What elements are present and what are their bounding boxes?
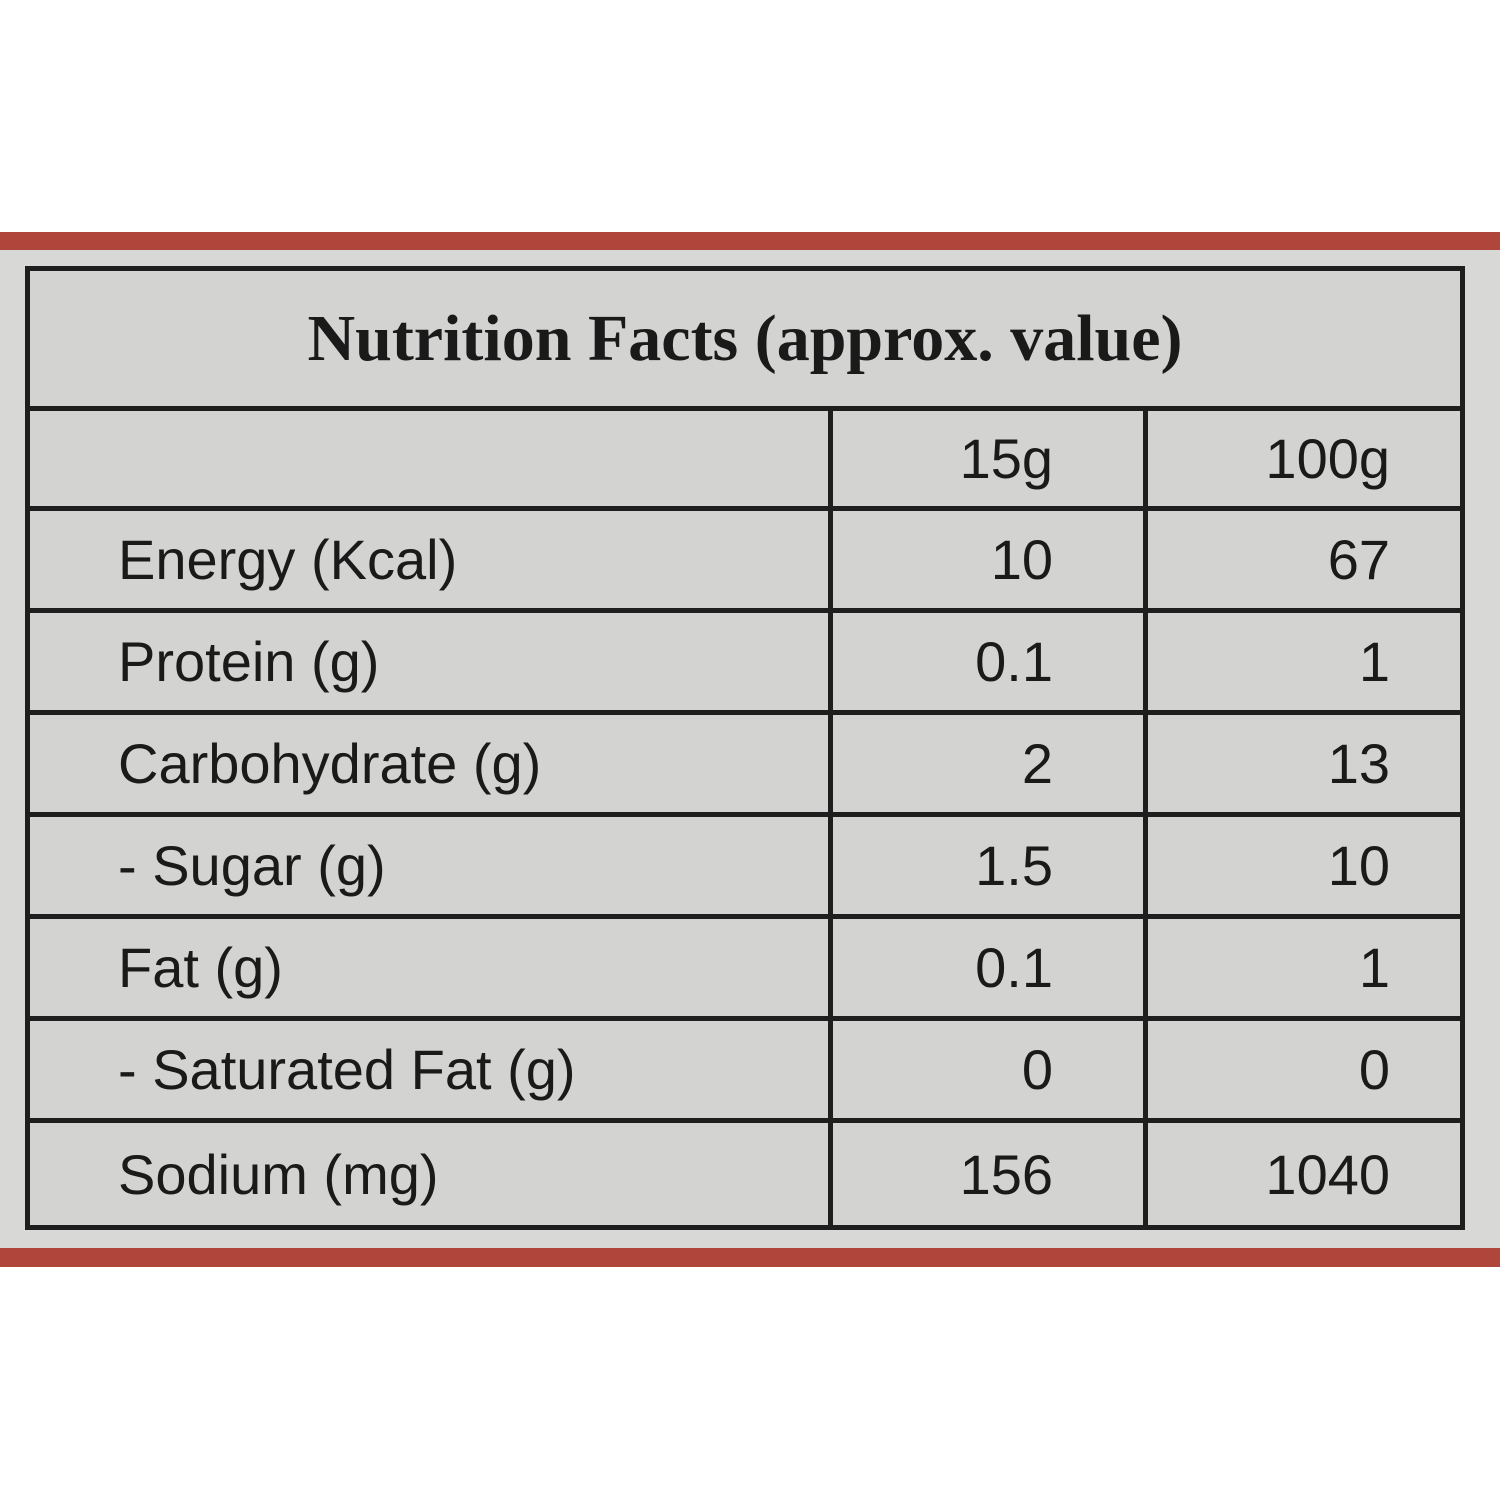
- nutrient-label: - Sugar (g): [30, 817, 833, 919]
- nutrient-label: Carbohydrate (g): [30, 715, 833, 817]
- nutrient-value: 0: [1148, 1021, 1460, 1123]
- nutrition-table: Nutrition Facts (approx. value) 15g 100g…: [25, 266, 1465, 1230]
- nutrient-label: - Saturated Fat (g): [30, 1021, 833, 1123]
- nutrient-value: 2: [833, 715, 1148, 817]
- header-blank: [30, 411, 833, 511]
- nutrient-label: Protein (g): [30, 613, 833, 715]
- nutrient-value: 0: [833, 1021, 1148, 1123]
- column-header: 15g: [833, 411, 1148, 511]
- table-title: Nutrition Facts (approx. value): [30, 271, 1460, 411]
- nutrient-label: Sodium (mg): [30, 1123, 833, 1225]
- nutrient-value: 156: [833, 1123, 1148, 1225]
- nutrient-value: 10: [833, 511, 1148, 613]
- nutrient-label: Fat (g): [30, 919, 833, 1021]
- nutrient-value: 1: [1148, 919, 1460, 1021]
- nutrient-value: 10: [1148, 817, 1460, 919]
- nutrient-value: 1: [1148, 613, 1460, 715]
- nutrient-value: 1.5: [833, 817, 1148, 919]
- nutrient-value: 13: [1148, 715, 1460, 817]
- nutrient-value: 0.1: [833, 613, 1148, 715]
- nutrient-value: 1040: [1265, 1142, 1390, 1206]
- nutrient-label: Energy (Kcal): [30, 511, 833, 613]
- column-header: 100g: [1148, 411, 1460, 511]
- nutrient-value: 0.1: [833, 919, 1148, 1021]
- nutrient-value: 67: [1148, 511, 1460, 613]
